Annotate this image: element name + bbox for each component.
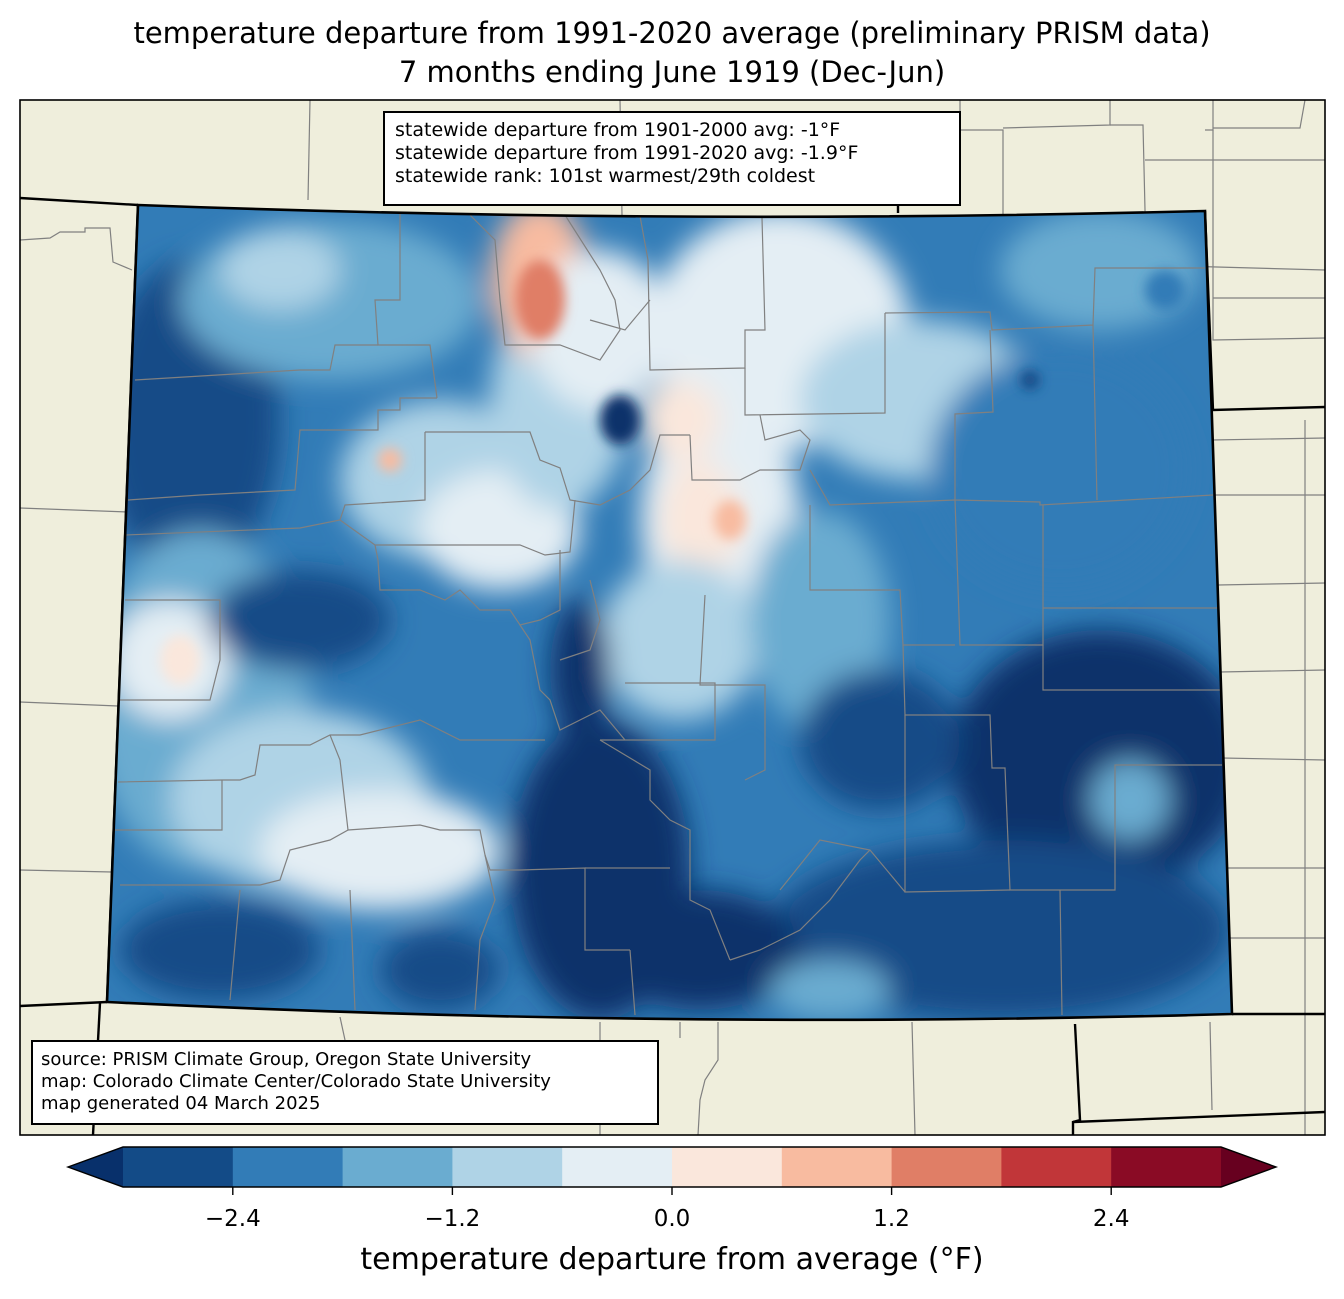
colorado-county-lines: [112, 208, 1225, 1016]
colorbar-tick-label: −2.4: [204, 1206, 261, 1232]
colorado-border: [105, 203, 1234, 1022]
colorbar-outline: [65, 1146, 1279, 1188]
colorbar-bin: [342, 1147, 453, 1187]
map-generated-line: map generated 04 March 2025: [41, 1093, 321, 1114]
colorbar-bin: [562, 1147, 673, 1187]
colorbar-tick-label: 0.0: [653, 1206, 691, 1232]
stats-line-1991-2020: statewide departure from 1991-2020 avg: …: [395, 142, 859, 164]
map-credit-line: map: Colorado Climate Center/Colorado St…: [41, 1071, 551, 1092]
colorbar-tick-label: −1.2: [424, 1206, 481, 1232]
colorbar-underflow-arrow: [68, 1147, 123, 1187]
temperature-field: [107, 205, 1232, 1020]
neighbor-county-lines: [19, 99, 1326, 1136]
colorbar-ticks: [232, 1187, 1112, 1195]
source-credits-box: source: PRISM Climate Group, Oregon Stat…: [31, 1040, 659, 1125]
colorbar-bin: [452, 1147, 563, 1187]
colorbar-tick-label: 1.2: [873, 1206, 910, 1232]
colorbar-bin: [232, 1147, 344, 1187]
colorbar-bin: [672, 1147, 783, 1187]
source-line: source: PRISM Climate Group, Oregon Stat…: [41, 1049, 532, 1070]
colorbar-bin: [781, 1147, 893, 1187]
stats-line-1901-2000: statewide departure from 1901-2000 avg: …: [395, 119, 841, 141]
map-title-line1: temperature departure from 1991-2020 ave…: [133, 16, 1211, 50]
statewide-stats-box: statewide departure from 1901-2000 avg: …: [383, 111, 961, 206]
colorbar-bin: [1001, 1147, 1112, 1187]
colorbar-bin: [891, 1147, 1002, 1187]
stats-line-rank: statewide rank: 101st warmest/29th colde…: [395, 165, 816, 187]
map-frame: [19, 99, 1326, 1136]
colorbar-tick-label: 2.4: [1092, 1206, 1130, 1232]
colorbar-bin: [123, 1147, 234, 1187]
colorbar-bins: [123, 1147, 1222, 1187]
colorbar-label: temperature departure from average (°F): [360, 1242, 984, 1277]
colorbar-bin: [1111, 1147, 1222, 1187]
colorbar: [65, 1146, 1279, 1195]
colorbar-overflow-arrow: [1221, 1147, 1276, 1187]
map-title-line2: 7 months ending June 1919 (Dec-Jun): [398, 55, 946, 89]
